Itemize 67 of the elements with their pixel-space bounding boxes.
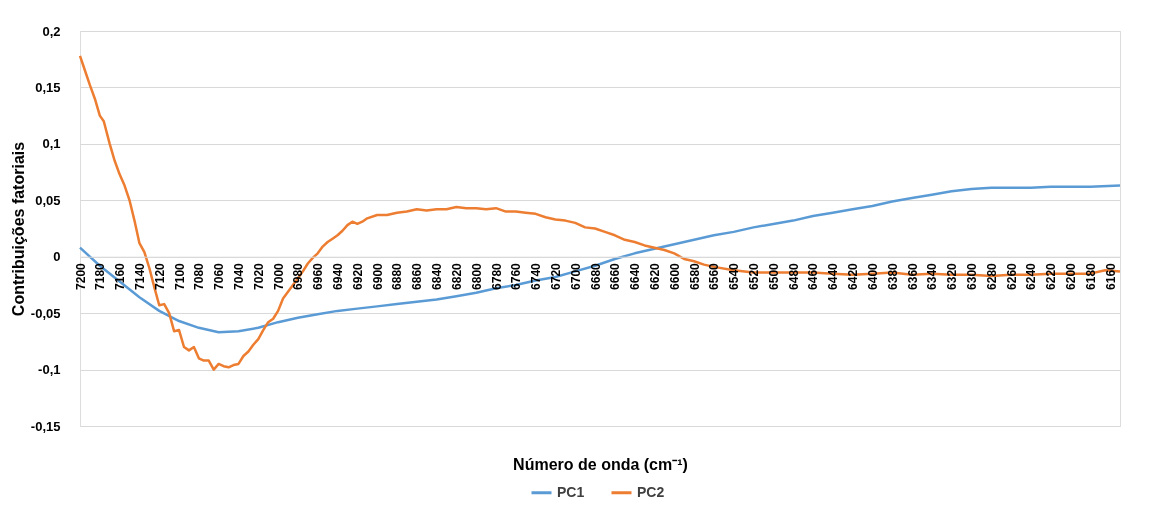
y-tick-label: 0,2 <box>42 23 61 39</box>
y-tick-label: -0,15 <box>30 418 61 434</box>
x-tick-label: 6440 <box>826 262 841 290</box>
x-tick-label: 6180 <box>1083 262 1098 290</box>
y-axis-title: Contribuições fatoriais <box>9 141 27 317</box>
y-tick-label: 0,15 <box>35 79 61 95</box>
x-tick-label: 6380 <box>885 262 900 290</box>
x-tick-label: 6420 <box>846 262 861 290</box>
x-tick-label: 6960 <box>311 262 326 290</box>
x-tick-label: 6820 <box>449 262 464 290</box>
x-tick-label: 7140 <box>132 262 147 290</box>
legend-label: PC2 <box>637 483 665 500</box>
x-tick-label: 6660 <box>608 262 623 290</box>
x-tick-label: 6160 <box>1103 262 1118 290</box>
x-tick-label: 6360 <box>905 262 920 290</box>
x-tick-label: 6340 <box>925 262 940 290</box>
x-tick-label: 6460 <box>806 262 821 290</box>
x-tick-label: 6840 <box>430 262 445 290</box>
x-tick-label: 7200 <box>73 262 88 290</box>
x-tick-label: 6680 <box>588 262 603 290</box>
x-tick-label: 7020 <box>251 262 266 290</box>
x-tick-label: 6200 <box>1063 262 1078 290</box>
x-tick-label: 6480 <box>786 262 801 290</box>
x-tick-label: 6700 <box>568 262 583 290</box>
x-tick-label: 6940 <box>331 262 346 290</box>
line-series <box>78 54 1122 371</box>
x-tick-label: 6280 <box>984 262 999 290</box>
x-tick-label: 7040 <box>231 262 246 290</box>
x-tick-label: 6240 <box>1024 262 1039 290</box>
y-tick-label: 0 <box>53 249 61 265</box>
y-tick-label: -0,1 <box>38 362 61 378</box>
x-tick-label: 6740 <box>529 262 544 290</box>
x-tick-label: 6640 <box>628 262 643 290</box>
x-tick-label: 6520 <box>747 262 762 290</box>
x-tick-label: 6560 <box>707 262 722 290</box>
x-tick-label: 7080 <box>192 262 207 290</box>
x-tick-label: 6780 <box>489 262 504 290</box>
x-tick-label: 7160 <box>113 262 128 290</box>
x-tick-label: 6540 <box>727 262 742 290</box>
x-tick-label: 6760 <box>509 262 524 290</box>
x-tick-label: 6580 <box>687 262 702 290</box>
y-tick-label: 0,1 <box>42 136 61 152</box>
x-tick-label: 6880 <box>390 262 405 290</box>
x-tick-label: 7120 <box>152 262 167 290</box>
x-tick-label: 6220 <box>1044 262 1059 290</box>
line-series <box>78 184 1122 334</box>
y-tick-label: 0,05 <box>35 192 61 208</box>
x-axis-title: Número de onda (cm⁻¹) <box>513 455 688 473</box>
x-tick-label: 6920 <box>350 262 365 290</box>
x-tick-label: 7180 <box>93 262 108 290</box>
x-tick-label: 6320 <box>945 262 960 290</box>
x-tick-label: 6860 <box>410 262 425 290</box>
y-tick-label: -0,05 <box>30 305 61 321</box>
x-tick-label: 6800 <box>469 262 484 290</box>
x-tick-label: 6720 <box>548 262 563 290</box>
x-tick-label: 6400 <box>865 262 880 290</box>
x-tick-label: 6620 <box>647 262 662 290</box>
x-tick-label: 6600 <box>667 262 682 290</box>
x-tick-label: 6900 <box>370 262 385 290</box>
x-tick-label: 7000 <box>271 262 286 290</box>
x-tick-label: 6300 <box>964 262 979 290</box>
x-tick-label: 7060 <box>212 262 227 290</box>
x-tick-label: 7100 <box>172 262 187 290</box>
x-tick-label: 6260 <box>1004 262 1019 290</box>
legend-label: PC1 <box>557 483 585 500</box>
x-tick-label: 6500 <box>766 262 781 290</box>
x-tick-label: 6980 <box>291 262 306 290</box>
